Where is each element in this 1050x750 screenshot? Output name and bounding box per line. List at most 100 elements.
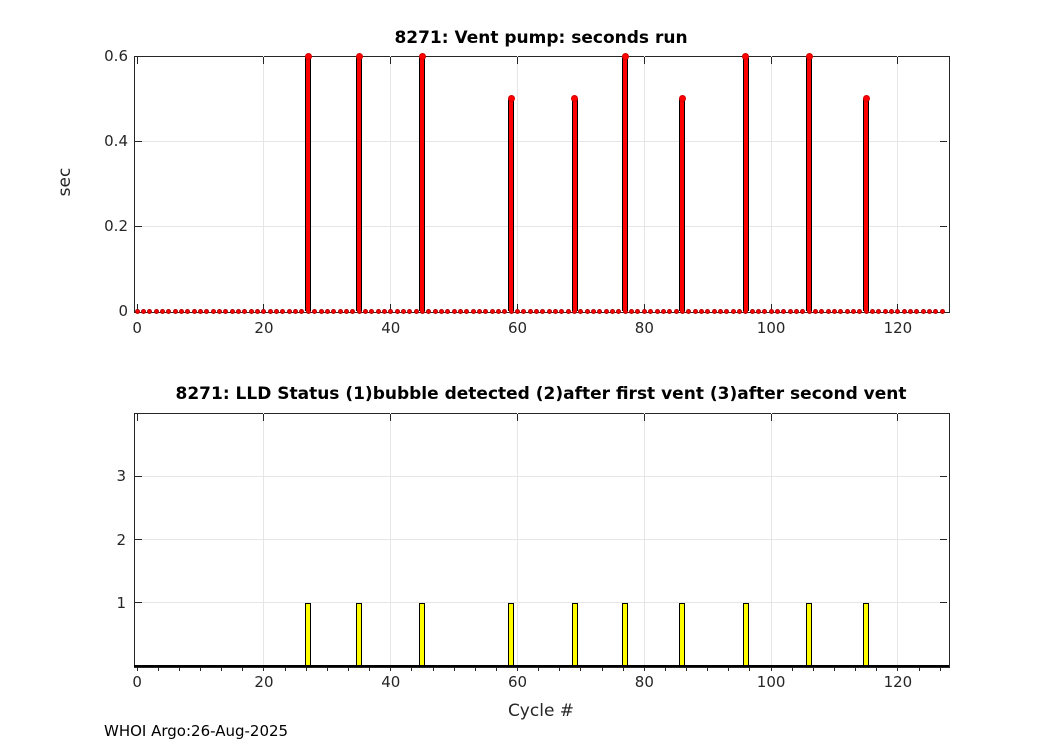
stem-zero-dot — [540, 308, 546, 314]
stem-zero-dot — [337, 308, 343, 314]
stem-cap — [418, 52, 426, 60]
x-minor-tick — [517, 667, 518, 671]
x-tick-top — [263, 414, 264, 421]
stem-zero-dot — [438, 308, 444, 314]
x-tick — [390, 304, 391, 311]
stem-bar — [863, 98, 870, 311]
stem-zero-dot — [686, 308, 692, 314]
whoi-footer: WHOI Argo:26-Aug-2025 — [104, 722, 289, 740]
x-tick-top — [390, 414, 391, 421]
y-tick — [135, 141, 142, 142]
y-tick-right — [940, 141, 947, 142]
status-bar — [863, 602, 870, 665]
stem-zero-dot — [496, 308, 502, 314]
stem-zero-dot — [584, 308, 590, 314]
stem-zero-dot — [648, 308, 654, 314]
x-minor-tick — [771, 667, 772, 671]
stem-cap — [355, 52, 363, 60]
stem-zero-dot — [591, 308, 597, 314]
x-minor-tick — [221, 667, 222, 671]
stem-zero-dot — [933, 308, 939, 314]
stem-zero-dot — [901, 308, 907, 314]
stem-zero-dot — [654, 308, 660, 314]
stem-cap — [862, 95, 870, 102]
stem-zero-dot — [191, 308, 197, 314]
stem-zero-dot — [914, 308, 920, 314]
x-tick-label: 40 — [381, 319, 401, 337]
stem-zero-dot — [166, 308, 172, 314]
y-tick-right — [940, 476, 947, 477]
stem-zero-dot — [147, 308, 153, 314]
y-tick-label: 1 — [116, 593, 126, 612]
stem-zero-dot — [870, 308, 876, 314]
lld-status-title: 8271: LLD Status (1)bubble detected (2)a… — [175, 384, 907, 404]
stem-zero-dot — [248, 308, 254, 314]
x-tick-label: 60 — [507, 673, 528, 691]
stem-zero-dot — [223, 308, 229, 314]
stem-zero-dot — [711, 308, 717, 314]
stem-zero-dot — [375, 308, 381, 314]
y-tick — [135, 602, 142, 603]
stem-zero-dot — [603, 308, 609, 314]
stem-zero-dot — [229, 308, 235, 314]
lld-status-plot — [134, 413, 950, 668]
x-tick-top — [897, 414, 898, 421]
status-bar — [508, 602, 515, 665]
y-tick-label: 0 — [118, 302, 128, 320]
stem-zero-dot — [755, 308, 761, 314]
stem-cap — [621, 52, 629, 60]
stem-zero-dot — [274, 308, 280, 314]
stem-zero-dot — [477, 308, 482, 314]
stem-zero-dot — [724, 308, 730, 314]
x-minor-tick — [644, 667, 645, 671]
status-bar — [742, 602, 749, 665]
stem-zero-dot — [502, 308, 508, 314]
stem-zero-dot — [489, 308, 495, 314]
stem-zero-dot — [882, 308, 888, 314]
x-minor-tick — [454, 667, 455, 671]
x-minor-tick — [137, 667, 138, 671]
status-bar — [679, 602, 686, 665]
stem-zero-dot — [394, 308, 400, 314]
stem-zero-dot — [343, 308, 349, 314]
stem-cap — [678, 95, 686, 102]
x-tick-label: 20 — [254, 673, 274, 691]
x-tick-top — [263, 57, 264, 64]
stem-zero-dot — [717, 308, 723, 314]
y-tick-right — [940, 602, 947, 603]
stem-zero-dot — [851, 308, 857, 314]
x-minor-tick — [623, 667, 624, 671]
x-minor-tick — [475, 667, 476, 671]
stem-zero-dot — [800, 308, 806, 314]
stem-bar — [356, 56, 363, 311]
stem-zero-dot — [673, 308, 679, 314]
grid-line-y — [135, 539, 947, 540]
stem-zero-dot — [825, 308, 831, 314]
stem-zero-dot — [457, 308, 463, 314]
stem-zero-dot — [534, 308, 540, 314]
x-tick-label: 120 — [883, 319, 913, 337]
stem-zero-dot — [781, 308, 787, 314]
stem-zero-dot — [667, 308, 673, 314]
x-tick-top — [137, 57, 138, 64]
stem-zero-dot — [749, 308, 755, 314]
stem-zero-dot — [610, 308, 616, 314]
x-tick-label: 0 — [132, 319, 142, 337]
stem-zero-dot — [660, 308, 666, 314]
stem-zero-dot — [844, 308, 850, 314]
x-tick-label: 60 — [507, 319, 528, 337]
grid-line-y — [135, 476, 947, 477]
vent-pump-plot — [134, 56, 950, 313]
vent-pump-title: 8271: Vent pump: seconds run — [394, 28, 688, 48]
x-minor-tick — [285, 667, 286, 671]
stem-zero-dot — [464, 308, 470, 314]
stem-zero-dot — [134, 308, 140, 314]
x-tick-label: 100 — [756, 673, 786, 691]
x-minor-tick — [855, 667, 856, 671]
stem-zero-dot — [730, 308, 736, 314]
x-minor-tick — [433, 667, 434, 671]
status-bar — [571, 602, 578, 665]
x-tick-label: 40 — [381, 673, 401, 691]
stem-zero-dot — [895, 308, 901, 314]
stem-zero-dot — [553, 308, 559, 314]
